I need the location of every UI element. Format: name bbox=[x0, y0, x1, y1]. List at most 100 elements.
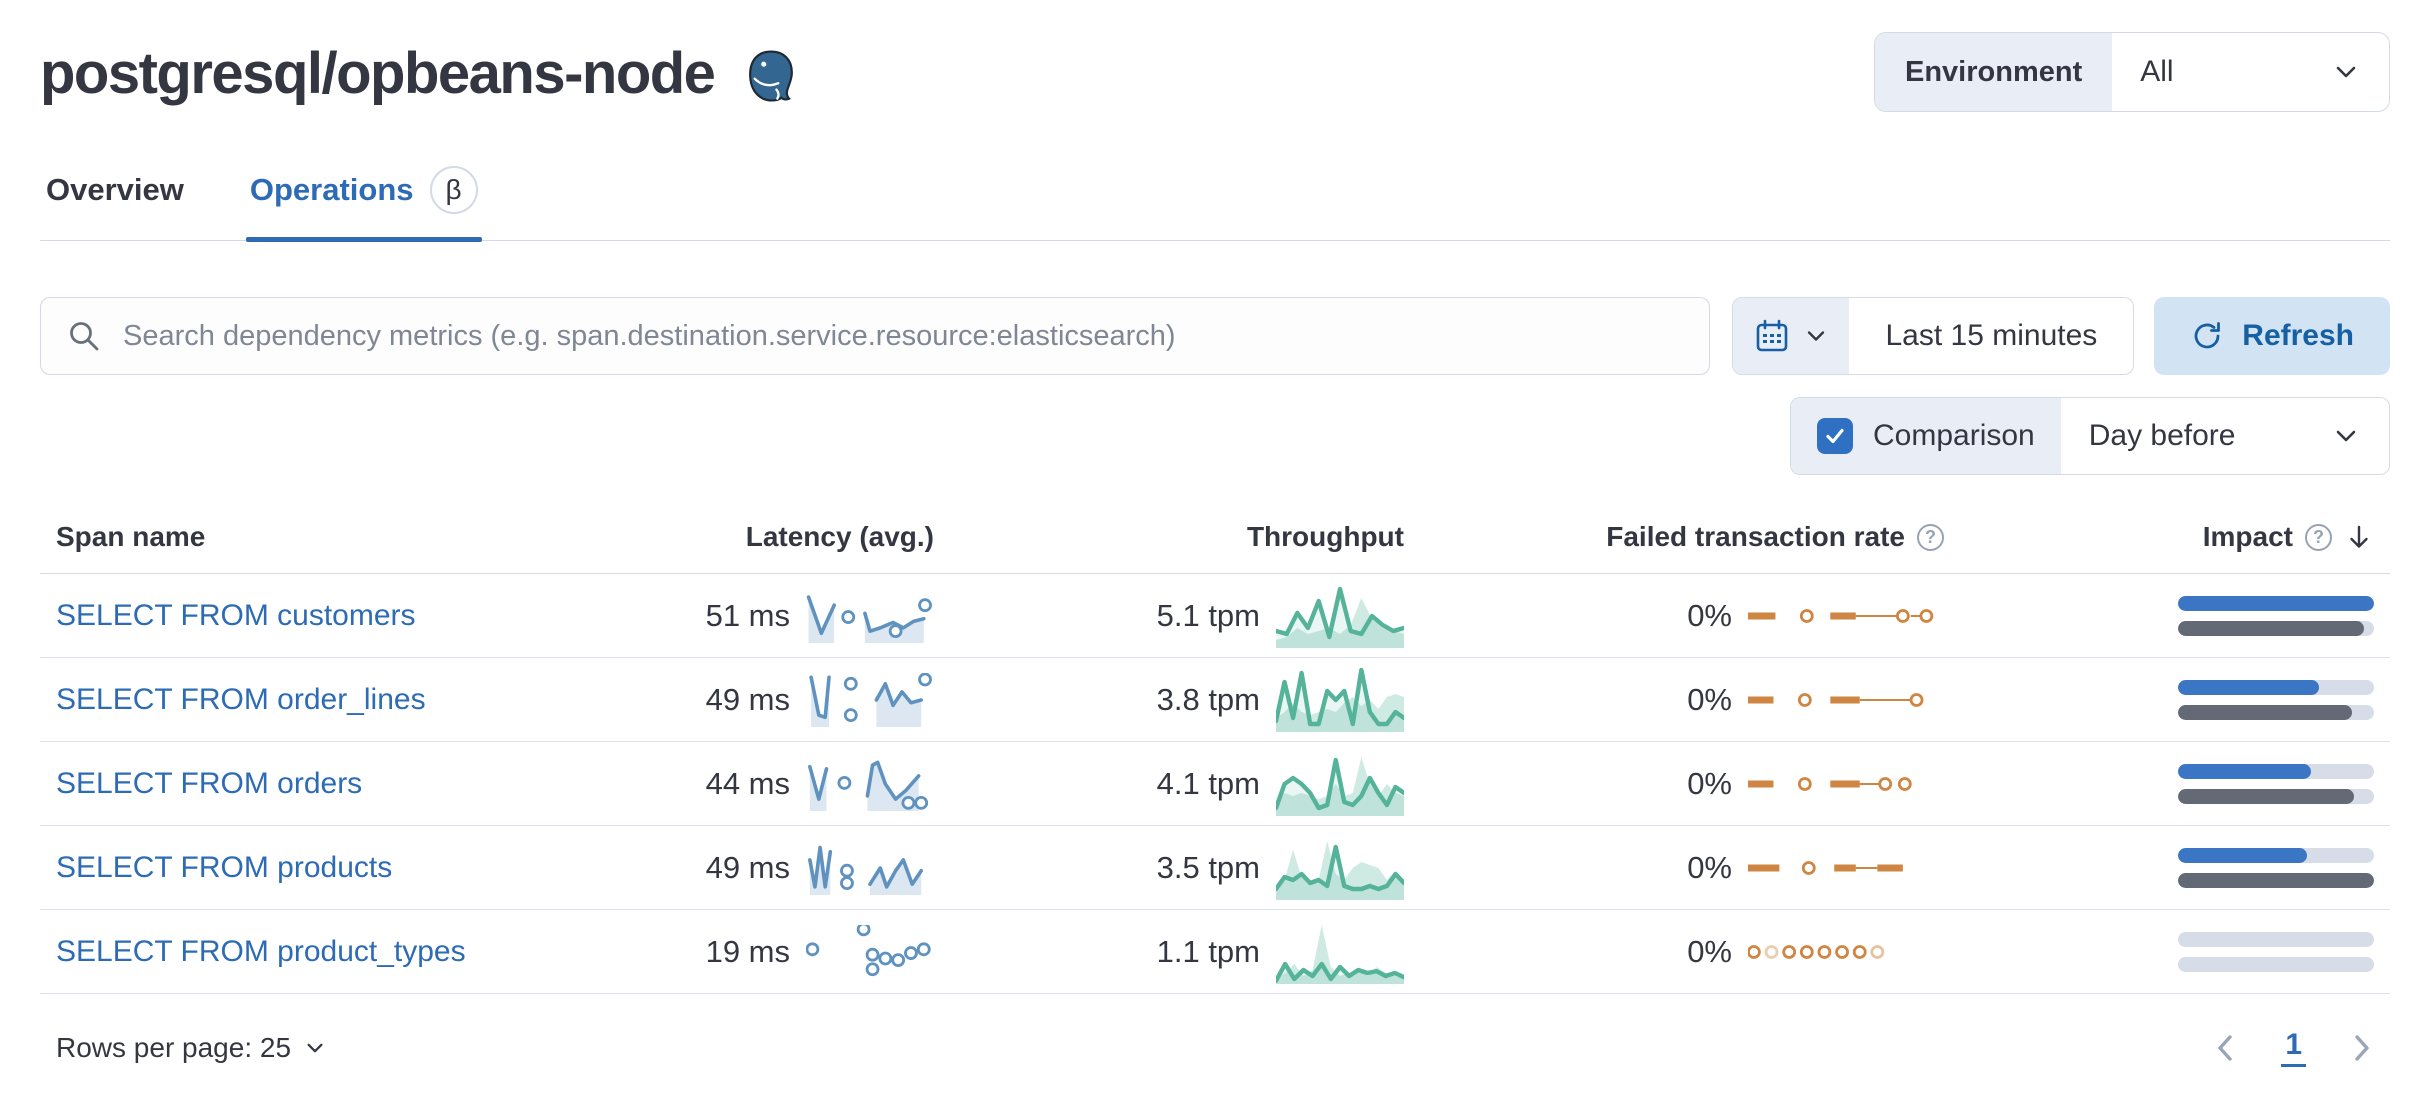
tab-operations-label: Operations bbox=[249, 172, 414, 207]
impact-cell bbox=[1944, 679, 2374, 720]
date-picker-quick-select[interactable] bbox=[1733, 298, 1850, 374]
chevron-down-icon bbox=[2336, 430, 2356, 442]
search-box[interactable] bbox=[40, 297, 1711, 375]
environment-label: Environment bbox=[1875, 33, 2113, 111]
chevron-down-icon bbox=[2336, 66, 2356, 78]
column-header-latency[interactable]: Latency (avg.) bbox=[745, 521, 934, 552]
latency-cell: 19 ms bbox=[484, 924, 934, 979]
failed-rate-cell: 0% bbox=[1404, 846, 1944, 890]
latency-sparkline bbox=[806, 924, 934, 979]
beta-badge: β bbox=[429, 166, 478, 214]
comparison-checkbox[interactable] bbox=[1817, 418, 1853, 454]
table-footer: Rows per page: 25 1 bbox=[40, 1028, 2390, 1067]
tab-bar: Overview Operations β bbox=[40, 166, 2390, 242]
failed-rate-cell: 0% bbox=[1404, 930, 1944, 974]
failed-rate-sparkline bbox=[1748, 594, 1944, 638]
chevron-down-icon bbox=[307, 1043, 323, 1052]
table-row: SELECT FROM orders 44 ms 4.1 tpm 0% bbox=[40, 742, 2390, 826]
failed-rate-sparkline bbox=[1748, 930, 1944, 974]
throughput-sparkline bbox=[1276, 584, 1404, 648]
refresh-button[interactable]: Refresh bbox=[2154, 297, 2390, 375]
rows-per-page-label: Rows per page: 25 bbox=[56, 1031, 292, 1063]
impact-bars bbox=[2178, 595, 2374, 636]
throughput-sparkline bbox=[1276, 920, 1404, 984]
tab-operations[interactable]: Operations β bbox=[245, 166, 482, 242]
help-icon[interactable]: ? bbox=[1917, 523, 1944, 551]
latency-sparkline bbox=[806, 841, 934, 895]
latency-cell: 44 ms bbox=[484, 757, 934, 811]
failed-rate-cell: 0% bbox=[1404, 762, 1944, 806]
failed-rate-sparkline bbox=[1748, 846, 1944, 890]
latency-sparkline bbox=[806, 589, 934, 643]
search-input[interactable] bbox=[121, 318, 1684, 354]
throughput-cell: 5.1 tpm bbox=[934, 584, 1404, 648]
toolbar: Last 15 minutes Refresh bbox=[40, 297, 2390, 375]
throughput-sparkline bbox=[1276, 752, 1404, 816]
page-title: postgresql/opbeans-node bbox=[40, 40, 800, 107]
throughput-sparkline bbox=[1276, 667, 1404, 732]
column-header-impact[interactable]: Impact ? bbox=[1944, 521, 2374, 553]
comparison-toggle[interactable]: Comparison bbox=[1791, 398, 2061, 474]
impact-cell bbox=[1944, 931, 2374, 972]
comparison-control: Comparison Day before bbox=[1790, 397, 2390, 475]
environment-value: All bbox=[2140, 55, 2174, 88]
impact-bars bbox=[2178, 931, 2374, 972]
operations-table: Span name Latency (avg.) Throughput Fail… bbox=[40, 521, 2390, 994]
table-row: SELECT FROM product_types 19 ms 1.1 tpm … bbox=[40, 910, 2390, 994]
column-header-throughput[interactable]: Throughput bbox=[1246, 521, 1404, 552]
tab-overview[interactable]: Overview bbox=[42, 166, 188, 240]
environment-select[interactable]: Environment All bbox=[1874, 32, 2390, 112]
latency-sparkline bbox=[806, 672, 934, 727]
impact-cell bbox=[1944, 763, 2374, 804]
latency-cell: 49 ms bbox=[484, 672, 934, 727]
failed-rate-sparkline bbox=[1748, 678, 1944, 722]
latency-cell: 49 ms bbox=[484, 841, 934, 895]
comparison-label: Comparison bbox=[1873, 419, 2035, 452]
impact-cell bbox=[1944, 847, 2374, 888]
next-page-button[interactable] bbox=[2350, 1031, 2374, 1065]
span-name-link[interactable]: SELECT FROM customers bbox=[56, 598, 416, 632]
page-number[interactable]: 1 bbox=[2281, 1028, 2306, 1067]
calendar-icon bbox=[1757, 319, 1788, 352]
prev-page-button[interactable] bbox=[2213, 1031, 2237, 1065]
failed-rate-cell: 0% bbox=[1404, 678, 1944, 722]
throughput-cell: 1.1 tpm bbox=[934, 920, 1404, 984]
chevron-right-icon bbox=[2355, 1034, 2369, 1061]
dependency-name: postgresql/opbeans-node bbox=[40, 41, 716, 106]
throughput-cell: 4.1 tpm bbox=[934, 752, 1404, 816]
postgresql-icon bbox=[749, 49, 794, 102]
table-row: SELECT FROM products 49 ms 3.5 tpm 0% bbox=[40, 826, 2390, 910]
span-name-link[interactable]: SELECT FROM product_types bbox=[56, 934, 466, 968]
refresh-icon bbox=[2194, 322, 2221, 349]
column-header-failed-rate[interactable]: Failed transaction rate ? bbox=[1404, 521, 1944, 553]
comparison-value: Day before bbox=[2088, 419, 2236, 452]
page-header: postgresql/opbeans-node Environment All bbox=[40, 24, 2390, 112]
table-row: SELECT FROM customers 51 ms 5.1 tpm 0% bbox=[40, 574, 2390, 658]
refresh-label: Refresh bbox=[2242, 319, 2354, 352]
impact-cell bbox=[1944, 595, 2374, 636]
pagination: 1 bbox=[2213, 1028, 2374, 1067]
check-icon bbox=[1826, 428, 1844, 444]
failed-rate-cell: 0% bbox=[1404, 594, 1944, 638]
impact-bars bbox=[2178, 679, 2374, 720]
throughput-cell: 3.5 tpm bbox=[934, 836, 1404, 900]
table-row: SELECT FROM order_lines 49 ms 3.8 tpm 0% bbox=[40, 658, 2390, 742]
latency-cell: 51 ms bbox=[484, 589, 934, 643]
time-range-value[interactable]: Last 15 minutes bbox=[1885, 319, 2098, 352]
help-icon[interactable]: ? bbox=[2305, 523, 2332, 551]
rows-per-page-select[interactable]: Rows per page: 25 bbox=[56, 1032, 327, 1064]
sort-desc-arrow-icon bbox=[2350, 525, 2368, 548]
impact-bars bbox=[2178, 763, 2374, 804]
column-header-span-name: Span name bbox=[56, 521, 206, 552]
latency-sparkline bbox=[806, 757, 934, 811]
span-name-link[interactable]: SELECT FROM order_lines bbox=[56, 682, 426, 716]
span-name-link[interactable]: SELECT FROM products bbox=[56, 850, 393, 884]
date-picker: Last 15 minutes bbox=[1732, 297, 2135, 375]
span-name-link[interactable]: SELECT FROM orders bbox=[56, 766, 363, 800]
throughput-sparkline bbox=[1276, 836, 1404, 900]
comparison-select[interactable]: Day before bbox=[2060, 398, 2389, 474]
search-icon bbox=[70, 322, 99, 351]
failed-rate-sparkline bbox=[1748, 762, 1944, 806]
table-header-row: Span name Latency (avg.) Throughput Fail… bbox=[40, 521, 2390, 574]
chevron-left-icon bbox=[2218, 1034, 2233, 1061]
